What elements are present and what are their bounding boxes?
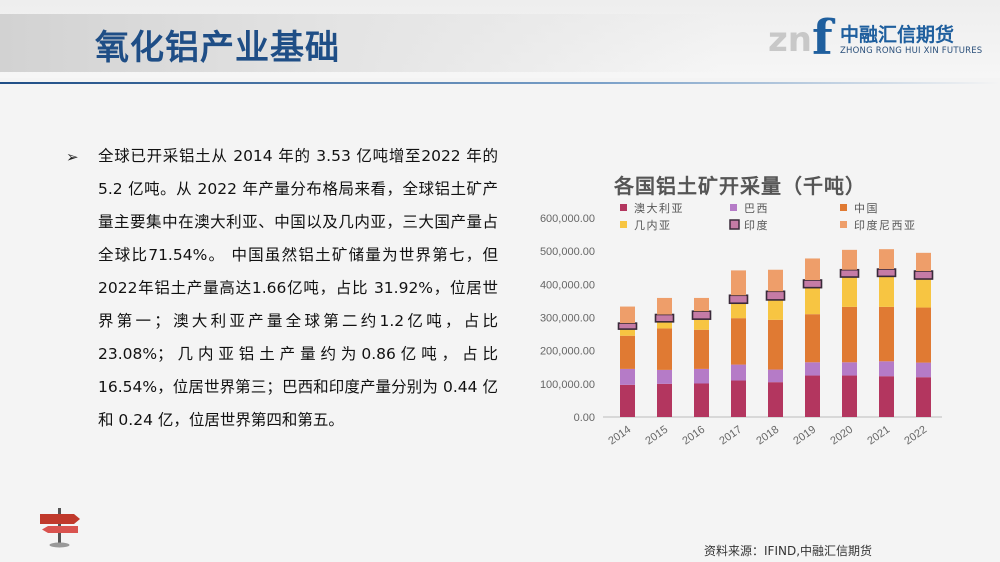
legend-label: 巴西 [744,202,769,215]
bar-segment [842,375,857,417]
bar-segment [731,364,746,381]
bauxite-production-chart: 0.00 100,000.00 200,000.00 300,000.00 400,00… [540,201,942,448]
bar-segment [620,335,635,369]
y-tick-label: 100,000.00 [540,379,595,391]
bar-segment [842,249,857,270]
bar-segment [805,287,820,315]
bar-segment [842,306,857,363]
bar-segment [879,376,894,417]
x-tick-label: 2022 [902,424,929,448]
chart-title: 各国铝土矿开采量（千吨） [614,174,866,198]
bar-segment [620,306,635,324]
header-divider [0,82,1000,84]
bar-segment [842,362,857,376]
bar-segment [913,270,934,280]
bar-segment [768,369,783,383]
logo-mark-letters: zn [768,20,812,60]
bar-segment [805,375,820,417]
y-tick-label: 400,000.00 [540,279,595,291]
bar-segment [694,368,709,384]
logo-name-en: ZHONG RONG HUI XIN FUTURES [840,46,983,56]
legend-label: 澳大利亚 [634,201,684,215]
title-bar [0,14,720,72]
bar-segment [916,279,931,308]
bar-segment [728,294,749,305]
legend-swatch [620,221,627,228]
bar-segment [916,307,931,363]
body-paragraph: 全球已开采铝土从 2014 年的 3.53 亿吨增至2022 年的 5.2 亿吨… [98,147,498,429]
source-note: 资料来源：IFIND,中融汇信期货 [704,544,873,558]
legend-swatch [730,204,737,211]
bar-segment [731,380,746,417]
y-tick-label: 600,000.00 [540,213,595,225]
x-tick-label: 2020 [828,424,855,448]
bar-segment [657,369,672,384]
bar-segment [657,297,672,315]
bar-segment [654,313,675,323]
bar-segment [657,328,672,370]
bar-segment [694,319,709,330]
bar-segment [617,322,638,330]
x-tick-label: 2014 [606,424,633,448]
bar-segment [916,362,931,378]
bar-segment [768,269,783,292]
bar-segment [879,361,894,377]
logo-name-cn: 中融汇信期货 [840,24,955,46]
x-tick-label: 2016 [680,424,707,448]
bar-segment [879,249,894,270]
bar-segment [657,383,672,417]
bar-segment [620,368,635,385]
bar-segment [876,268,897,278]
x-tick-label: 2017 [717,424,744,448]
x-tick-label: 2021 [865,424,892,448]
legend-swatch [840,221,847,228]
bar-segment [620,384,635,417]
legend-label: 几内亚 [634,218,672,232]
bar-segment [691,310,712,320]
bar-segment [731,303,746,319]
bullet-arrow-icon: ➢ [66,148,79,166]
legend-swatch [840,204,847,211]
bar-segment [879,276,894,307]
x-tick-label: 2019 [791,424,818,448]
bar-segment [765,290,786,301]
bar-segment [805,258,820,281]
logo-mark-f: f [812,10,833,66]
bar-segment [842,277,857,307]
bar-segment [916,377,931,417]
legend-label: 印度尼西亚 [854,218,917,232]
bar-segment [768,382,783,417]
y-tick-label: 200,000.00 [540,346,595,358]
legend-swatch [729,219,740,230]
bar-segment [805,314,820,363]
company-logo: zn f 中融汇信期货 ZHONG RONG HUI XIN FUTURES [768,10,982,66]
x-tick-label: 2018 [754,424,781,448]
bar-segment [657,321,672,329]
bar-segment [694,383,709,417]
bar-segment [805,362,820,376]
bar-segment [694,297,709,312]
x-tick-label: 2015 [643,424,670,448]
bar-segment [802,279,823,289]
bar-segment [620,329,635,336]
y-tick-label: 0.00 [574,412,595,424]
page-title: 氧化铝产业基础 [95,28,340,68]
bar-segment [839,268,860,278]
bar-segment [768,299,783,320]
bar-segment [731,270,746,296]
legend-label: 中国 [854,202,879,215]
legend-swatch [620,204,627,211]
legend-label: 印度 [744,218,769,232]
bar-segment [694,329,709,369]
bar-segment [731,318,746,365]
bar-segment [879,306,894,362]
y-tick-label: 500,000.00 [540,246,595,258]
signpost-icon [40,508,80,548]
bar-segment [916,252,931,272]
bar-segment [768,319,783,370]
y-tick-label: 300,000.00 [540,313,595,325]
